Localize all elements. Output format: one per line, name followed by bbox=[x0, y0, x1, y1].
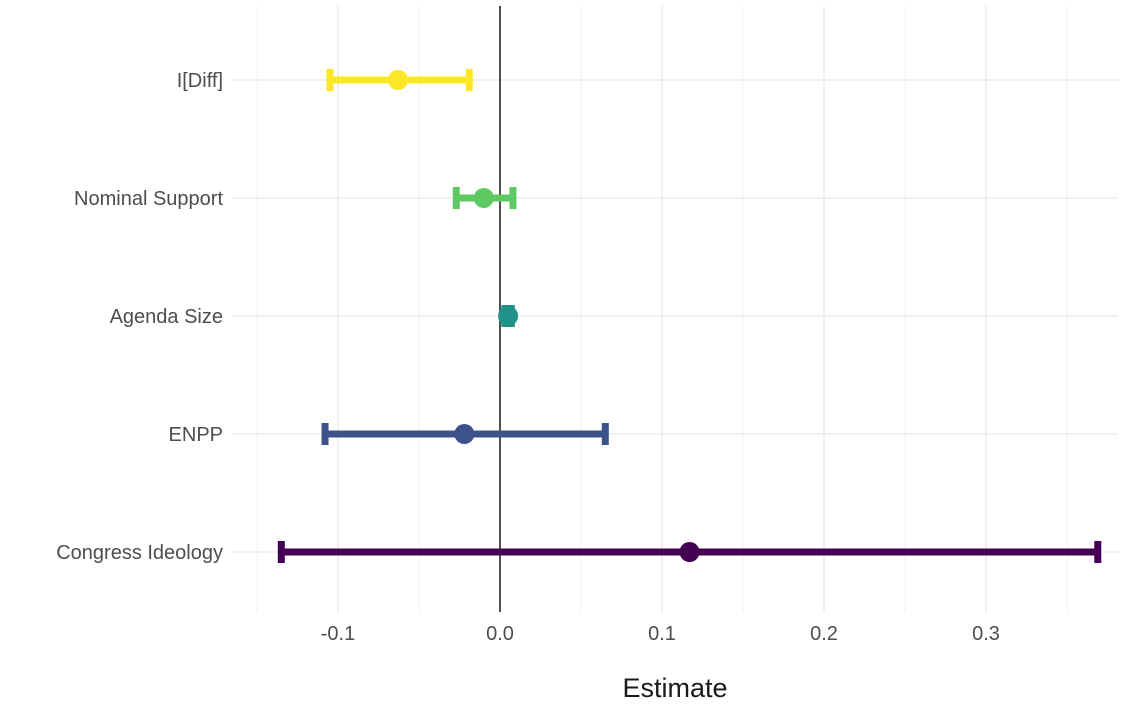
x-tick-label: -0.1 bbox=[321, 623, 355, 645]
x-tick-labels: -0.1 0.0 0.1 0.2 0.3 bbox=[321, 623, 1000, 645]
y-tick-label: I[Diff] bbox=[177, 70, 223, 92]
x-tick-label: 0.3 bbox=[972, 623, 1000, 645]
term-congress-ideology bbox=[277, 541, 1102, 563]
y-tick-label: Agenda Size bbox=[110, 306, 223, 328]
estimate-point bbox=[498, 306, 519, 326]
x-tick-label: 0.1 bbox=[648, 623, 676, 645]
term-nominal-support bbox=[452, 187, 517, 209]
x-tick-label: 0.0 bbox=[486, 623, 514, 645]
estimate-point bbox=[387, 70, 408, 90]
estimate-marks bbox=[277, 69, 1102, 563]
term-i-diff- bbox=[326, 69, 473, 91]
estimate-point bbox=[473, 188, 494, 208]
x-tick-label: 0.2 bbox=[810, 623, 838, 645]
y-tick-label: ENPP bbox=[169, 424, 223, 446]
y-tick-label: Congress Ideology bbox=[56, 542, 223, 564]
y-tick-labels: I[Diff] Nominal Support Agenda Size ENPP Con… bbox=[56, 70, 223, 564]
y-tick-label: Nominal Support bbox=[74, 188, 223, 210]
estimate-point bbox=[679, 542, 700, 562]
grid bbox=[232, 6, 1118, 612]
term-agenda-size bbox=[498, 305, 519, 327]
estimate-point bbox=[454, 424, 475, 444]
x-axis-title: Estimate bbox=[622, 673, 727, 703]
term-enpp bbox=[321, 423, 609, 445]
